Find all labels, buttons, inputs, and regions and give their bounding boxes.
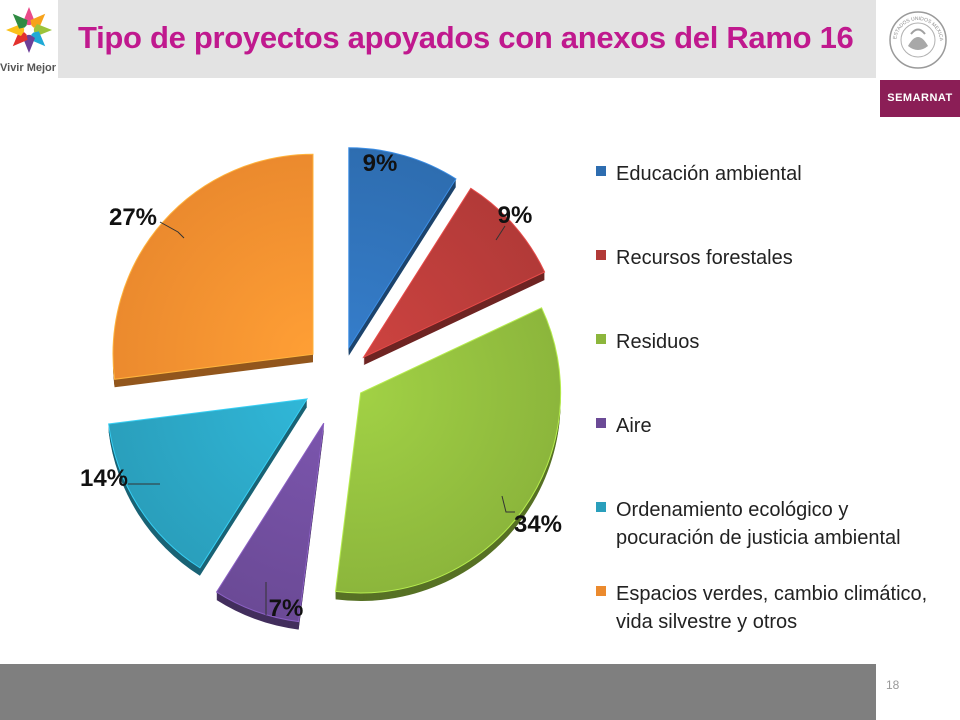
footer-bar (0, 664, 876, 720)
pie-slice-6 (112, 153, 314, 380)
data-label-3: 34% (514, 511, 562, 538)
legend-label: Espacios verdes, cambio climático, vida … (616, 583, 928, 633)
vivir-mejor-logo: Vivir Mejor (0, 0, 58, 78)
logo-caption: Vivir Mejor (0, 62, 57, 74)
legend-swatch (596, 334, 606, 344)
semarnat-badge: SEMARNAT (880, 80, 960, 117)
svg-text:ESTADOS UNIDOS MEXICANOS: ESTADOS UNIDOS MEXICANOS (876, 0, 944, 42)
legend-swatch (596, 586, 606, 596)
legend-swatch (596, 502, 606, 512)
data-label-6: 27% (109, 204, 157, 231)
flower-icon (5, 6, 53, 54)
pie-slice-3 (335, 307, 562, 594)
pie-slice-1 (348, 147, 457, 350)
page-number: 18 (886, 678, 900, 692)
legend-label: Educación ambiental (616, 163, 802, 185)
footer-right-panel (876, 664, 960, 720)
pie-slice-2 (362, 187, 546, 359)
legend-swatch (596, 250, 606, 260)
seal-icon: ESTADOS UNIDOS MEXICANOS (874, 0, 947, 69)
title-band (58, 0, 876, 78)
data-label-2: 9% (498, 202, 533, 229)
legend-label: Residuos (616, 331, 700, 353)
pie-chart: 9% 9% 34% 7% 14% 27% (80, 147, 562, 630)
legend-swatch (596, 166, 606, 176)
pie-slice-5 (108, 398, 309, 569)
page-title: Tipo de proyectos apoyados con anexos de… (78, 20, 854, 55)
data-label-5: 14% (80, 465, 128, 492)
pie-slice-4 (215, 422, 325, 623)
data-label-1: 9% (363, 150, 398, 177)
leader-line-6 (159, 221, 185, 239)
legend-label: Aire (616, 415, 652, 437)
leader-line-3 (501, 495, 515, 513)
national-seal: ESTADOS UNIDOS MEXICANOS (874, 0, 960, 78)
leader-line-2 (495, 225, 506, 241)
legend-label: Recursos forestales (616, 247, 793, 269)
slide-header: Vivir Mejor Tipo de proyectos apoyados c… (0, 0, 960, 78)
data-label-4: 7% (269, 595, 304, 622)
legend-label: Ordenamiento ecológico y pocuración de j… (616, 499, 901, 549)
legend-swatch (596, 418, 606, 428)
